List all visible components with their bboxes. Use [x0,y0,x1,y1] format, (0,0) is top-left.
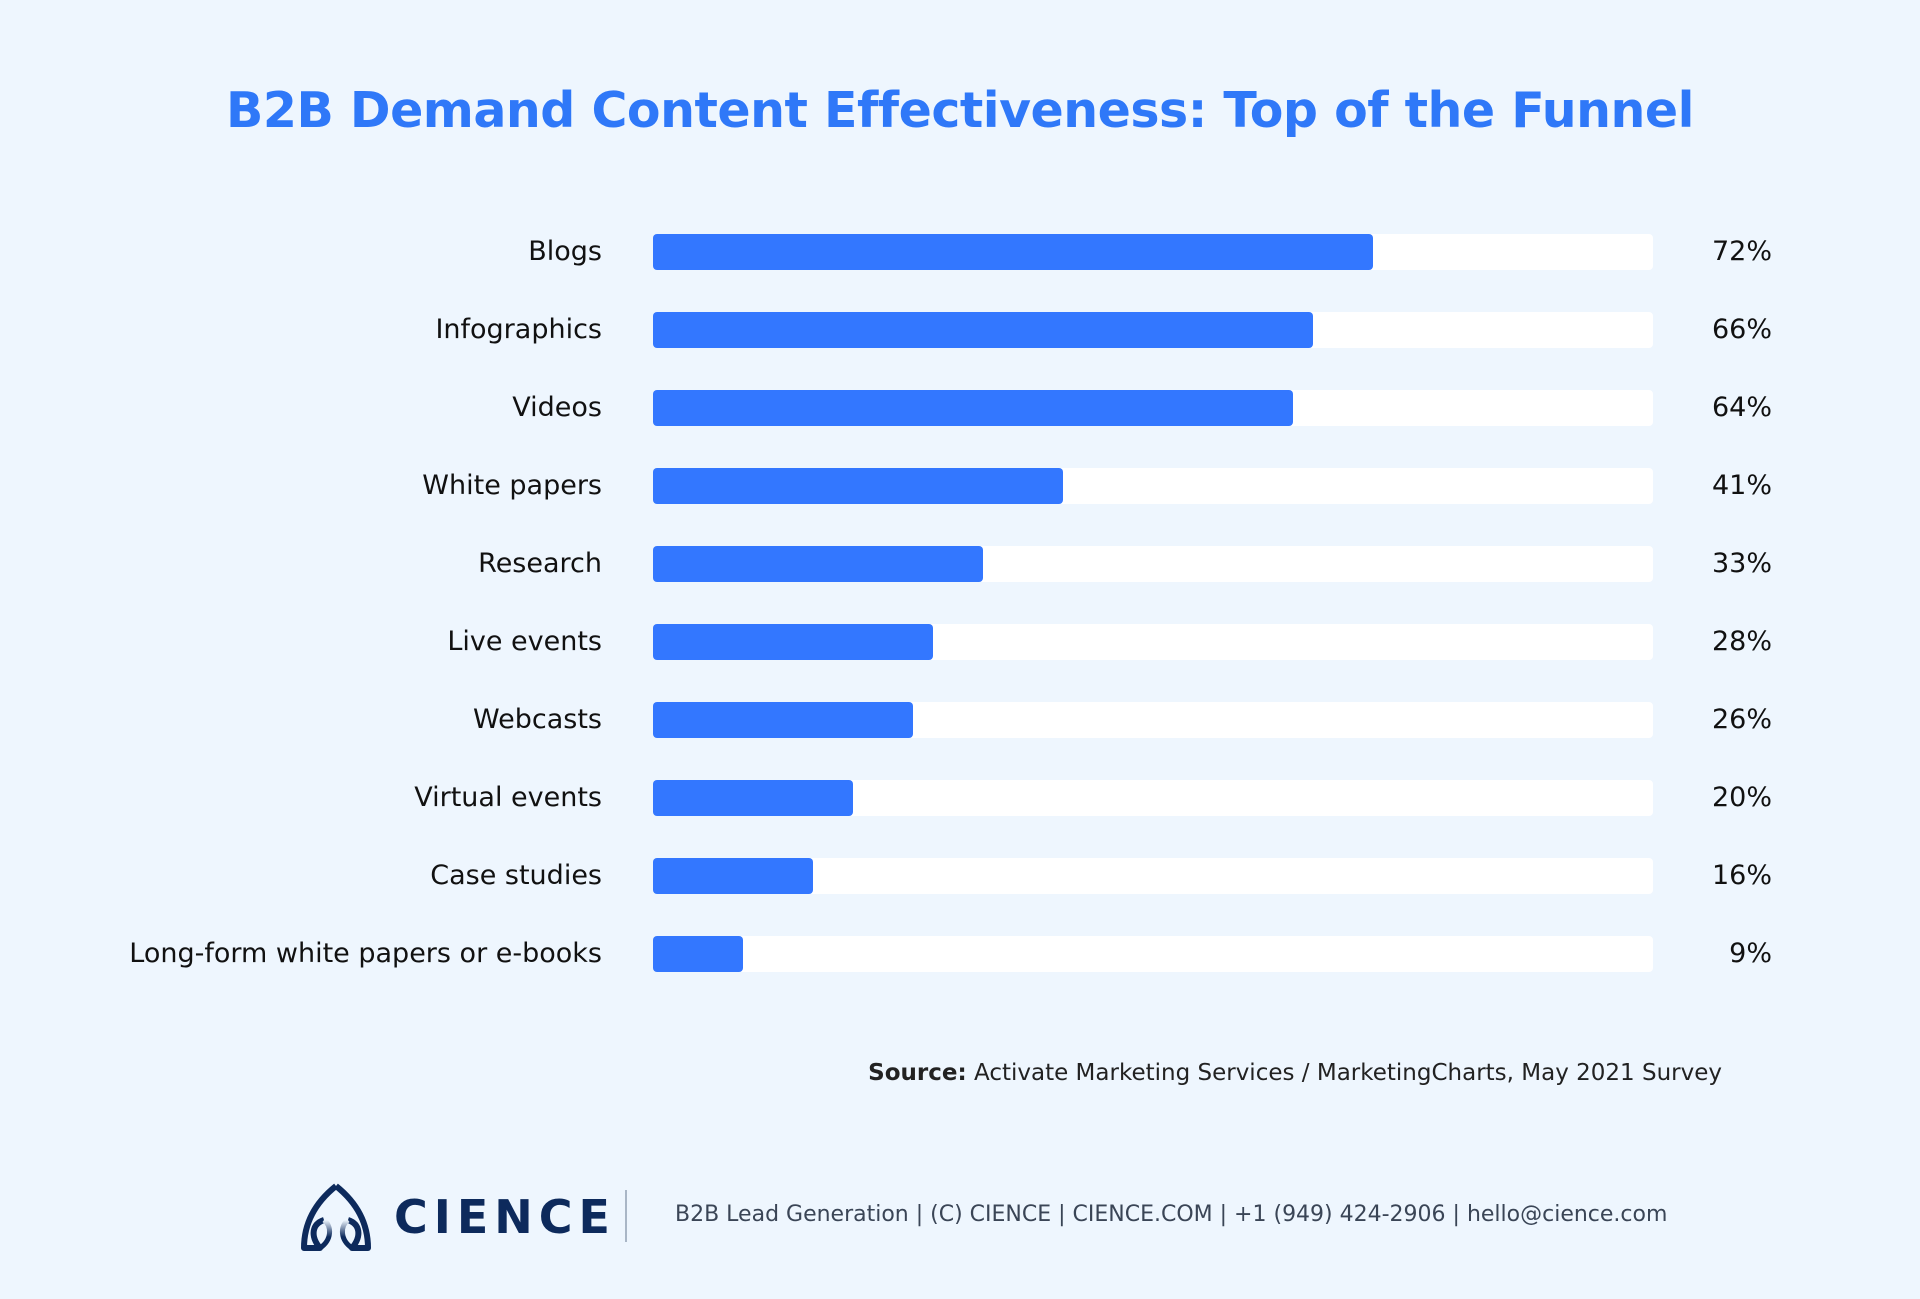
bar-track [653,858,1653,894]
category-label: Blogs [528,236,602,267]
value-label: 20% [1711,782,1772,813]
bar-track [653,702,1653,738]
bar-row: Infographics 66% [0,312,1920,348]
bar [653,390,1293,426]
bar-row: Webcasts 26% [0,702,1920,738]
bar [653,546,983,582]
cience-logo-icon [301,1183,371,1251]
source-text: Activate Marketing Services / MarketingC… [966,1060,1722,1086]
bar-row: Blogs 72% [0,234,1920,270]
category-label: Webcasts [473,704,602,735]
footer-contact: B2B Lead Generation | (C) CIENCE | CIENC… [675,1202,1668,1227]
category-label: Infographics [435,314,602,345]
source-note: Source: Activate Marketing Services / Ma… [868,1060,1722,1086]
bar-row: Case studies 16% [0,858,1920,894]
category-label: Research [478,548,602,579]
bar [653,780,853,816]
value-label: 28% [1711,626,1772,657]
bar-chart: Blogs 72% Infographics 66% Videos 64% White pa… [0,234,1920,972]
footer-divider [625,1190,627,1242]
bar-row: Live events 28% [0,624,1920,660]
bar-row: Research 33% [0,546,1920,582]
value-label: 64% [1711,392,1772,423]
bar-row: Videos 64% [0,390,1920,426]
bar [653,468,1063,504]
value-label: 72% [1711,236,1772,267]
bar [653,312,1313,348]
value-label: 16% [1711,860,1772,891]
brand-name: CIENCE [394,1190,616,1244]
chart-title: B2B Demand Content Effectiveness: Top of… [226,82,1694,139]
bar-track [653,780,1653,816]
bar [653,858,813,894]
bar-row: Virtual events 20% [0,780,1920,816]
value-label: 26% [1711,704,1772,735]
bar [653,936,743,972]
category-label: Case studies [430,860,602,891]
category-label: White papers [422,470,602,501]
category-label: Virtual events [414,782,602,813]
bar [653,234,1373,270]
bar-track [653,624,1653,660]
value-label: 9% [1729,938,1772,969]
category-label: Live events [447,626,602,657]
bar [653,702,913,738]
bar-track [653,546,1653,582]
source-label: Source: [868,1060,967,1086]
value-label: 41% [1711,470,1772,501]
bar-track [653,390,1653,426]
value-label: 33% [1711,548,1772,579]
bar [653,624,933,660]
value-label: 66% [1711,314,1772,345]
category-label: Long-form white papers or e-books [129,938,602,969]
bar-row: White papers 41% [0,468,1920,504]
category-label: Videos [512,392,602,423]
bar-track [653,936,1653,972]
bar-track [653,468,1653,504]
bar-track [653,234,1653,270]
bar-row: Long-form white papers or e-books 9% [0,936,1920,972]
bar-track [653,312,1653,348]
